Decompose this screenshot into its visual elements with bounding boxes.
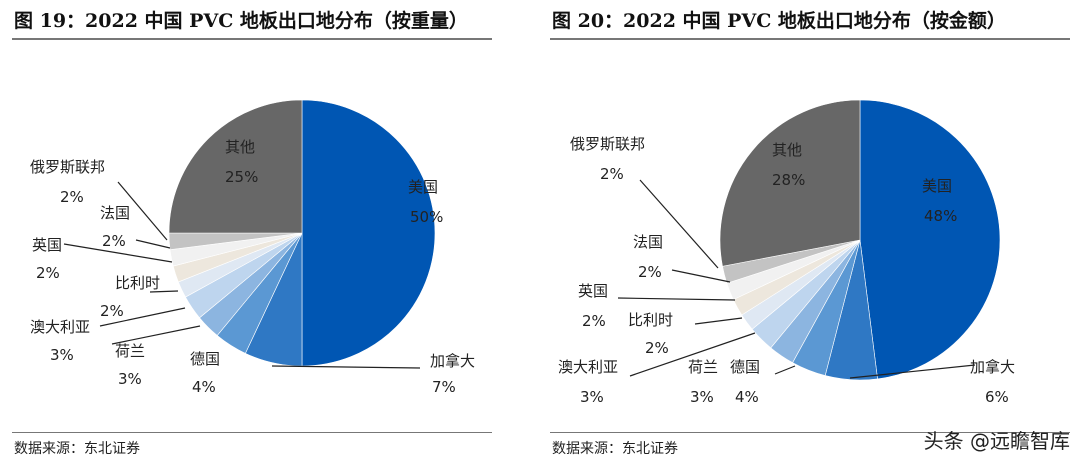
slice-label: 俄罗斯联邦: [30, 158, 105, 176]
slice-value-label: 2%: [582, 312, 606, 330]
slice-value-label: 2%: [638, 263, 662, 281]
leader-line: [63, 243, 173, 263]
slice-label: 加拿大: [970, 358, 1015, 376]
slice-value-label: 2%: [102, 232, 126, 250]
slice-label: 比利时: [115, 274, 160, 292]
pie-slice-1-9: [168, 99, 303, 234]
slice-value-label: 28%: [772, 171, 805, 189]
leader-line: [617, 297, 736, 301]
slice-value-label: 3%: [580, 388, 604, 406]
slice-label: 英国: [32, 236, 62, 254]
slice-value-label: 7%: [432, 378, 456, 396]
pie-slice-2-0: [859, 99, 1001, 380]
slice-value-label: 2%: [100, 302, 124, 320]
leader-line: [694, 317, 743, 325]
pie-slice-2-9: [719, 99, 861, 267]
title-rule-1: [12, 38, 492, 40]
slice-label: 其他: [772, 141, 802, 159]
slice-label: 俄罗斯联邦: [570, 135, 645, 153]
slice-label: 澳大利亚: [558, 358, 618, 376]
source-note-1: 数据来源：东北证券: [14, 441, 140, 457]
slice-value-label: 3%: [690, 388, 714, 406]
leader-line: [149, 290, 179, 293]
chart-title-1: 图 19：2022 中国 PVC 地板出口地分布（按重量）: [14, 10, 468, 32]
source-note-2: 数据来源：东北证券: [552, 441, 678, 457]
leader-line: [639, 179, 719, 269]
leader-line: [99, 307, 186, 327]
leader-line: [135, 239, 171, 249]
slice-label: 其他: [225, 138, 255, 156]
slice-value-label: 4%: [192, 378, 216, 396]
slice-value-label: 6%: [985, 388, 1009, 406]
slice-label: 法国: [633, 233, 663, 251]
leader-line: [849, 364, 976, 379]
chart-title-2: 图 20：2022 中国 PVC 地板出口地分布（按金额）: [552, 10, 1006, 32]
leader-line: [117, 181, 168, 241]
slice-label: 美国: [922, 177, 952, 195]
slice-label: 荷兰: [115, 342, 145, 360]
leader-line: [671, 269, 731, 283]
pie-slice-1-0: [301, 99, 436, 367]
slice-label: 英国: [578, 282, 608, 300]
slice-value-label: 3%: [118, 370, 142, 388]
slice-value-label: 25%: [225, 168, 258, 186]
footer-rule-1: [12, 432, 492, 433]
leader-line: [111, 325, 201, 345]
slice-value-label: 50%: [410, 208, 443, 226]
slice-label: 法国: [100, 204, 130, 222]
leader-line: [271, 365, 421, 369]
slice-value-label: 2%: [600, 165, 624, 183]
slice-label: 德国: [730, 358, 760, 376]
slice-value-label: 3%: [50, 346, 74, 364]
slice-label: 加拿大: [430, 352, 475, 370]
slice-value-label: 4%: [735, 388, 759, 406]
slice-label: 美国: [408, 178, 438, 196]
watermark: 头条 @远瞻智库: [923, 429, 1070, 453]
footer-rule-2: [550, 432, 1070, 433]
slice-label: 德国: [190, 350, 220, 368]
slice-label: 澳大利亚: [30, 318, 90, 336]
slice-value-label: 2%: [645, 339, 669, 357]
slice-label: 荷兰: [688, 358, 718, 376]
leader-line: [774, 365, 796, 375]
slice-value-label: 48%: [924, 207, 957, 225]
slice-value-label: 2%: [36, 264, 60, 282]
leader-line: [629, 332, 756, 377]
slice-label: 比利时: [628, 311, 673, 329]
slice-value-label: 2%: [60, 188, 84, 206]
title-rule-2: [550, 38, 1070, 40]
